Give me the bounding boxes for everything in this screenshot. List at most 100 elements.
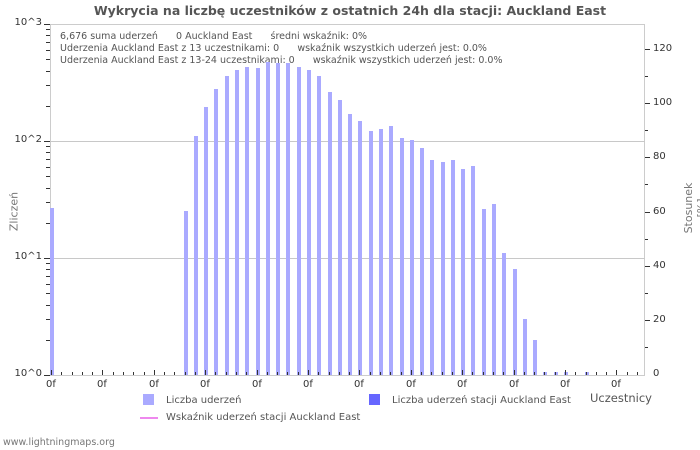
y-tick-label: 10^0 [14,368,42,379]
x-tick [637,372,638,375]
right-tick-label: 0 [653,368,660,379]
x-tick [329,372,330,375]
right-tick [645,157,650,158]
bar [276,63,281,375]
left-tick [46,59,50,60]
left-tick [46,146,50,147]
bar [481,209,486,375]
x-tick [524,372,525,375]
x-tick [442,372,443,375]
left-tick [46,35,50,36]
bar [224,75,229,375]
x-tick [185,372,186,375]
bar [512,269,517,375]
left-tick [46,263,50,264]
bar [471,166,476,375]
x-tick-label: 0f [97,379,107,390]
left-axis-title: Zliczeń [7,191,21,232]
x-tick [503,372,504,375]
right-tick [645,103,650,104]
x-tick [318,372,319,375]
x-tick [236,372,237,375]
gridline-10e2 [50,141,645,142]
x-tick [534,372,535,375]
legend-swatch-strikes [143,394,154,405]
bar [235,69,240,375]
bar [348,114,353,375]
legend-label-station-ratio: Wskaźnik uderzeń stacji Auckland East [166,412,361,423]
left-tick [46,29,50,30]
right-minor-tick [645,184,648,185]
x-tick [277,372,278,375]
bar [204,107,209,375]
x-tick-label: 0f [457,379,467,390]
left-tick [46,106,50,107]
x-tick [493,372,494,375]
chart-title: Wykrycia na liczbę uczestników z ostatni… [93,3,607,18]
x-tick [144,372,145,375]
bar [450,159,455,375]
bar [183,211,188,375]
bar [214,89,219,375]
x-tick-label: 0f [509,379,519,390]
x-tick [123,372,124,375]
bar [502,253,507,375]
x-tick [616,370,617,375]
x-tick [483,372,484,375]
left-tick [44,141,50,142]
left-tick [46,293,50,294]
left-tick [46,276,50,277]
right-tick-label: 100 [653,97,673,108]
left-tick [46,85,50,86]
bar [327,92,332,375]
x-tick [544,372,545,375]
bar [492,203,497,375]
x-tick [514,370,515,375]
info-line-3: Uderzenia Auckland East z 13-24 uczestni… [60,55,503,66]
x-tick [452,372,453,375]
left-tick [46,340,50,341]
bar [564,372,568,375]
x-tick [102,370,103,375]
right-minor-tick [645,347,648,348]
legend-line-station-ratio [140,417,158,419]
left-axis-line [50,24,51,375]
left-tick [46,167,50,168]
x-tick-label: 0f [200,379,210,390]
bar [389,126,394,375]
footer-source: www.lightningmaps.org [3,437,115,448]
right-minor-tick [645,239,648,240]
x-tick [215,372,216,375]
bar [461,168,466,375]
left-tick [44,375,50,376]
bar [265,61,270,375]
right-minor-tick [645,130,648,131]
right-tick [645,49,650,50]
right-tick [645,212,650,213]
bar [409,139,414,375]
x-tick [298,372,299,375]
right-tick-label: 20 [653,314,666,325]
x-tick [257,370,258,375]
x-tick [92,372,93,375]
x-tick [133,372,134,375]
right-tick-label: 60 [653,206,666,217]
info-line-1: 6,676 suma uderzeń 0 Auckland East średn… [60,31,368,42]
bar [522,319,527,375]
x-tick-label: 0f [303,379,313,390]
y-tick-label: 10^1 [14,251,42,262]
bar [440,162,445,375]
left-tick [46,319,50,320]
x-tick [575,372,576,375]
x-tick [308,370,309,375]
x-tick-label: 0f [611,379,621,390]
x-tick [462,370,463,375]
bar [378,129,383,375]
right-tick [645,320,650,321]
x-tick-label: 0f [406,379,416,390]
x-tick [174,372,175,375]
x-tick-label: 0f [354,379,364,390]
x-tick-label: 0f [560,379,570,390]
bar [255,68,260,375]
x-tick [287,372,288,375]
